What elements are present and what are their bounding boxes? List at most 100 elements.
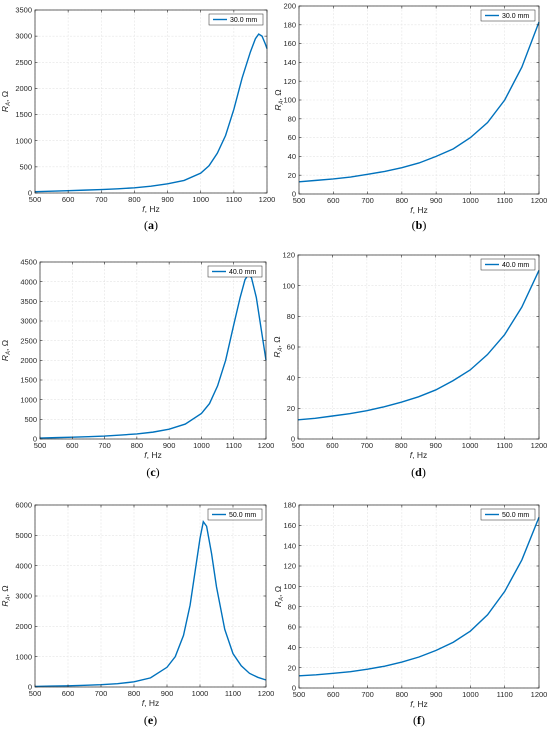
axes-frame [34,9,268,194]
y-tick-label: 20 [288,171,296,180]
y-axis-label: RA, Ω [0,585,12,606]
x-tick-label: 800 [131,441,144,450]
legend-box [480,9,536,22]
caption-paren-close: ) [153,713,157,727]
x-tick-label: 700 [95,689,108,698]
panel-caption: (b) [412,218,427,232]
caption-paren-open: ( [412,218,416,232]
y-axis-subscript: A [279,100,285,105]
x-tick-label: 900 [163,441,176,450]
x-tick-label: 500 [293,690,306,699]
x-tick-label: 500 [29,195,42,204]
x-axis-unit: , Hz [412,450,427,460]
panel-caption: (a) [144,218,158,232]
y-tick-label: 1500 [15,110,32,119]
y-tick-label: 40 [288,643,296,652]
caption-paren-open: ( [144,713,148,727]
legend: 30.0 mm [208,13,264,26]
x-tick-label: 1000 [462,196,479,205]
y-axis-unit: , Ω [273,89,283,100]
legend-label: 50.0 mm [229,512,256,519]
caption-paren-open: ( [144,218,148,232]
y-axis-label: RA, Ω [273,586,285,607]
chart-panel-6: 500 600 700 800 900 1000 1100 1200 0 20 40 60 80 100 1… [273,501,547,727]
x-tick-label: 700 [95,195,108,204]
legend: 40.0 mm [480,258,536,271]
caption-letter: d [415,465,422,479]
y-tick-label: 0 [292,684,296,693]
panel-caption: (c) [146,465,159,479]
y-tick-label: 4500 [20,258,37,267]
series-line-1 [298,21,540,183]
y-axis-subscript: A [6,351,12,356]
x-tick-label: 700 [98,441,111,450]
y-tick-label: 500 [24,415,37,424]
y-tick-label: 180 [283,501,296,510]
caption-paren-close: ) [422,218,426,232]
x-tick-label: 1200 [531,690,548,699]
legend-box [480,508,536,521]
x-tick-label: 600 [327,690,340,699]
x-tick-label: 900 [430,196,443,205]
y-axis-unit: , Ω [0,340,10,351]
x-axis-variable: f [410,699,414,709]
y-axis-unit: , Ω [0,585,10,596]
legend-label: 40.0 mm [229,269,256,276]
y-tick-label: 3500 [20,297,37,306]
legend-label: 30.0 mm [230,17,257,24]
y-axis-label: RA, Ω [0,340,12,361]
y-tick-label: 200 [283,2,296,11]
y-tick-label: 3500 [15,6,32,15]
y-tick-label: 2500 [15,58,32,67]
y-tick-label: 5000 [15,531,32,540]
x-tick-label: 1000 [462,441,479,450]
x-axis-label: f, Hz [144,450,162,460]
y-tick-label: 40 [287,373,295,382]
y-axis-variable: R [273,104,283,110]
caption-paren-close: ) [421,713,425,727]
y-axis-variable: R [0,355,10,361]
panel-caption: (f) [413,713,425,727]
y-tick-label: 180 [283,20,296,29]
y-tick-label: 2000 [15,622,32,631]
legend-label: 50.0 mm [502,512,529,519]
y-tick-label: 0 [33,435,37,444]
y-axis-label: RA, Ω [273,89,285,110]
x-tick-label: 600 [66,441,79,450]
x-axis-variable: f [144,450,148,460]
x-tick-label: 800 [395,441,408,450]
legend: 30.0 mm [480,9,536,22]
x-axis-unit: , Hz [145,204,160,214]
caption-paren-open: ( [411,465,415,479]
y-tick-label: 3000 [15,32,32,41]
y-tick-label: 0 [291,435,295,444]
x-tick-label: 600 [327,196,340,205]
x-tick-label: 1200 [259,195,276,204]
y-tick-label: 20 [288,663,296,672]
y-tick-label: 120 [283,77,296,86]
x-tick-label: 800 [396,690,409,699]
y-tick-label: 0 [28,683,32,692]
caption-letter: b [416,218,423,232]
y-axis-variable: R [0,106,10,112]
y-axis-label: RA, Ω [272,336,284,357]
x-tick-label: 900 [430,690,443,699]
x-tick-label: 700 [361,196,374,205]
caption-paren-close: ) [154,218,158,232]
x-tick-label: 600 [62,195,75,204]
chart-panel-4: 500 600 700 800 900 1000 1100 1200 0 20 40 60 80 100 1… [272,251,547,479]
x-tick-label: 1200 [531,441,548,450]
y-tick-label: 500 [19,162,32,171]
x-tick-label: 900 [429,441,442,450]
y-tick-label: 3000 [15,592,32,601]
y-tick-label: 1500 [20,376,37,385]
caption-paren-open: ( [146,465,150,479]
x-axis-unit: , Hz [147,450,162,460]
caption-letter: c [150,465,156,479]
chart-panel-2: 500 600 700 800 900 1000 1100 1200 0 20 40 60 80 100 1… [273,2,547,232]
x-axis-label: f, Hz [410,205,428,215]
y-tick-label: 1000 [20,395,37,404]
y-tick-label: 100 [282,281,295,290]
x-axis-variable: f [410,205,414,215]
x-tick-label: 1000 [192,689,209,698]
